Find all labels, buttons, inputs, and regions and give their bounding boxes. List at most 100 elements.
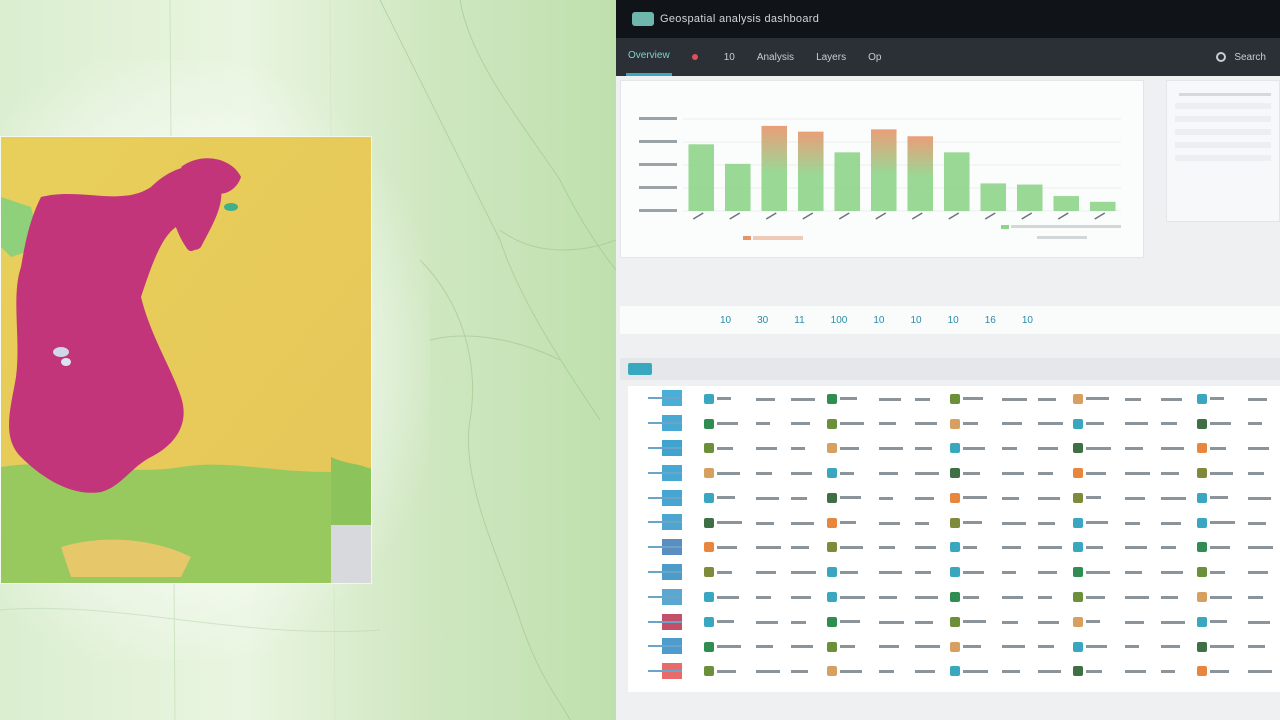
tab-count[interactable]: 10: [722, 38, 737, 76]
table-cell: [1069, 659, 1121, 684]
hazard-raster-layer[interactable]: [0, 136, 372, 584]
table-row[interactable]: [628, 560, 1280, 585]
chart-bar[interactable]: [761, 125, 788, 211]
table-row[interactable]: [628, 634, 1280, 659]
table-cell: [1193, 560, 1245, 585]
table-row[interactable]: [628, 659, 1280, 684]
table-row[interactable]: [628, 436, 1280, 461]
chart-bar[interactable]: [943, 152, 970, 211]
cell-value-placeholder: [1001, 670, 1020, 674]
tab-alerts[interactable]: [690, 38, 704, 76]
cell-value-placeholder: [1209, 620, 1227, 624]
summary-stat: 100: [831, 315, 848, 326]
side-card-slider[interactable]: [1179, 93, 1271, 96]
table-cell: [998, 560, 1034, 585]
chart-bar[interactable]: [797, 131, 824, 211]
side-card-line: [1175, 142, 1271, 148]
map-view[interactable]: [0, 0, 616, 720]
cell-value-placeholder: [1037, 620, 1059, 624]
table-cell: [823, 436, 875, 461]
chart-bar[interactable]: [980, 183, 1007, 211]
table-cell: [875, 659, 911, 684]
table-row[interactable]: [628, 460, 1280, 485]
x-tick-label: [1057, 212, 1069, 220]
chart-bar[interactable]: [688, 144, 715, 211]
cell-value-placeholder: [1209, 595, 1232, 599]
tab-layers[interactable]: Layers: [814, 38, 848, 76]
cell-value-placeholder: [755, 471, 772, 475]
tab-overview[interactable]: Overview: [626, 38, 672, 76]
cell-value-placeholder: [1248, 447, 1270, 451]
cell-value-placeholder: [1086, 471, 1107, 475]
table-row[interactable]: [628, 411, 1280, 436]
cell-value-placeholder: [878, 447, 903, 451]
table-cell: [752, 510, 788, 535]
table-cell: [1244, 609, 1280, 634]
table-cell: [1121, 634, 1157, 659]
cell-value-placeholder: [914, 595, 938, 599]
table-cell: [946, 485, 998, 510]
cell-color-swatch: [1073, 666, 1084, 677]
table-cell: [998, 460, 1034, 485]
cell-value-placeholder: [717, 595, 739, 599]
cell-value-placeholder: [840, 496, 862, 500]
table-row[interactable]: [628, 485, 1280, 510]
chart-bar[interactable]: [907, 136, 934, 211]
row-header: [628, 510, 700, 535]
table-cell: [946, 535, 998, 560]
chart-bar[interactable]: [834, 152, 861, 211]
cell-value-placeholder: [755, 496, 779, 500]
table-cell: [787, 634, 823, 659]
table-row[interactable]: [628, 535, 1280, 560]
cell-value-placeholder: [1209, 645, 1234, 649]
side-card-line: [1175, 129, 1271, 135]
table-cell: [1157, 659, 1193, 684]
table-cell: [1121, 411, 1157, 436]
table-cell: [1244, 411, 1280, 436]
cell-color-swatch: [704, 666, 714, 677]
tab-options[interactable]: Op: [866, 38, 883, 76]
cell-color-swatch: [704, 616, 714, 627]
table-row[interactable]: [628, 510, 1280, 535]
chart-bar[interactable]: [724, 163, 751, 211]
cell-color-swatch: [1196, 492, 1207, 503]
cell-value-placeholder: [717, 397, 731, 401]
cell-color-swatch: [1196, 592, 1207, 603]
table-row[interactable]: [628, 386, 1280, 411]
cell-value-placeholder: [1001, 422, 1022, 426]
search-control[interactable]: Search: [1216, 38, 1266, 76]
cell-color-swatch: [950, 418, 961, 429]
cell-value-placeholder: [1248, 546, 1274, 550]
chart-bar[interactable]: [1016, 184, 1043, 211]
chart-bar[interactable]: [1053, 196, 1080, 211]
cell-color-swatch: [704, 393, 714, 404]
chart-bar[interactable]: [1089, 201, 1116, 211]
cell-value-placeholder: [755, 546, 781, 550]
cell-value-placeholder: [717, 471, 740, 475]
top-navigation: Overview 10 Analysis Layers Op Search: [616, 38, 1280, 76]
x-tick-label: [729, 212, 741, 220]
cell-value-placeholder: [914, 645, 940, 649]
cell-value-placeholder: [840, 595, 866, 599]
cell-color-swatch: [827, 393, 838, 404]
y-tick-label: [639, 186, 677, 189]
cell-value-placeholder: [1001, 447, 1017, 451]
table-cell: [787, 411, 823, 436]
table-cell: [875, 485, 911, 510]
table-cell: [998, 386, 1034, 411]
cell-color-swatch: [827, 616, 838, 627]
cell-color-swatch: [1073, 542, 1084, 553]
tab-analysis[interactable]: Analysis: [755, 38, 796, 76]
table-cell: [1069, 560, 1121, 585]
cell-color-swatch: [827, 418, 838, 429]
cell-value-placeholder: [1037, 447, 1058, 451]
cell-color-swatch: [950, 641, 961, 652]
grid-view-icon[interactable]: [628, 363, 652, 375]
cell-value-placeholder: [1001, 496, 1019, 500]
table-row[interactable]: [628, 584, 1280, 609]
chart-bar[interactable]: [870, 129, 897, 211]
cell-value-placeholder: [963, 669, 989, 673]
cell-color-swatch: [1073, 616, 1084, 627]
summary-stat: 11: [794, 315, 804, 326]
table-row[interactable]: [628, 609, 1280, 634]
